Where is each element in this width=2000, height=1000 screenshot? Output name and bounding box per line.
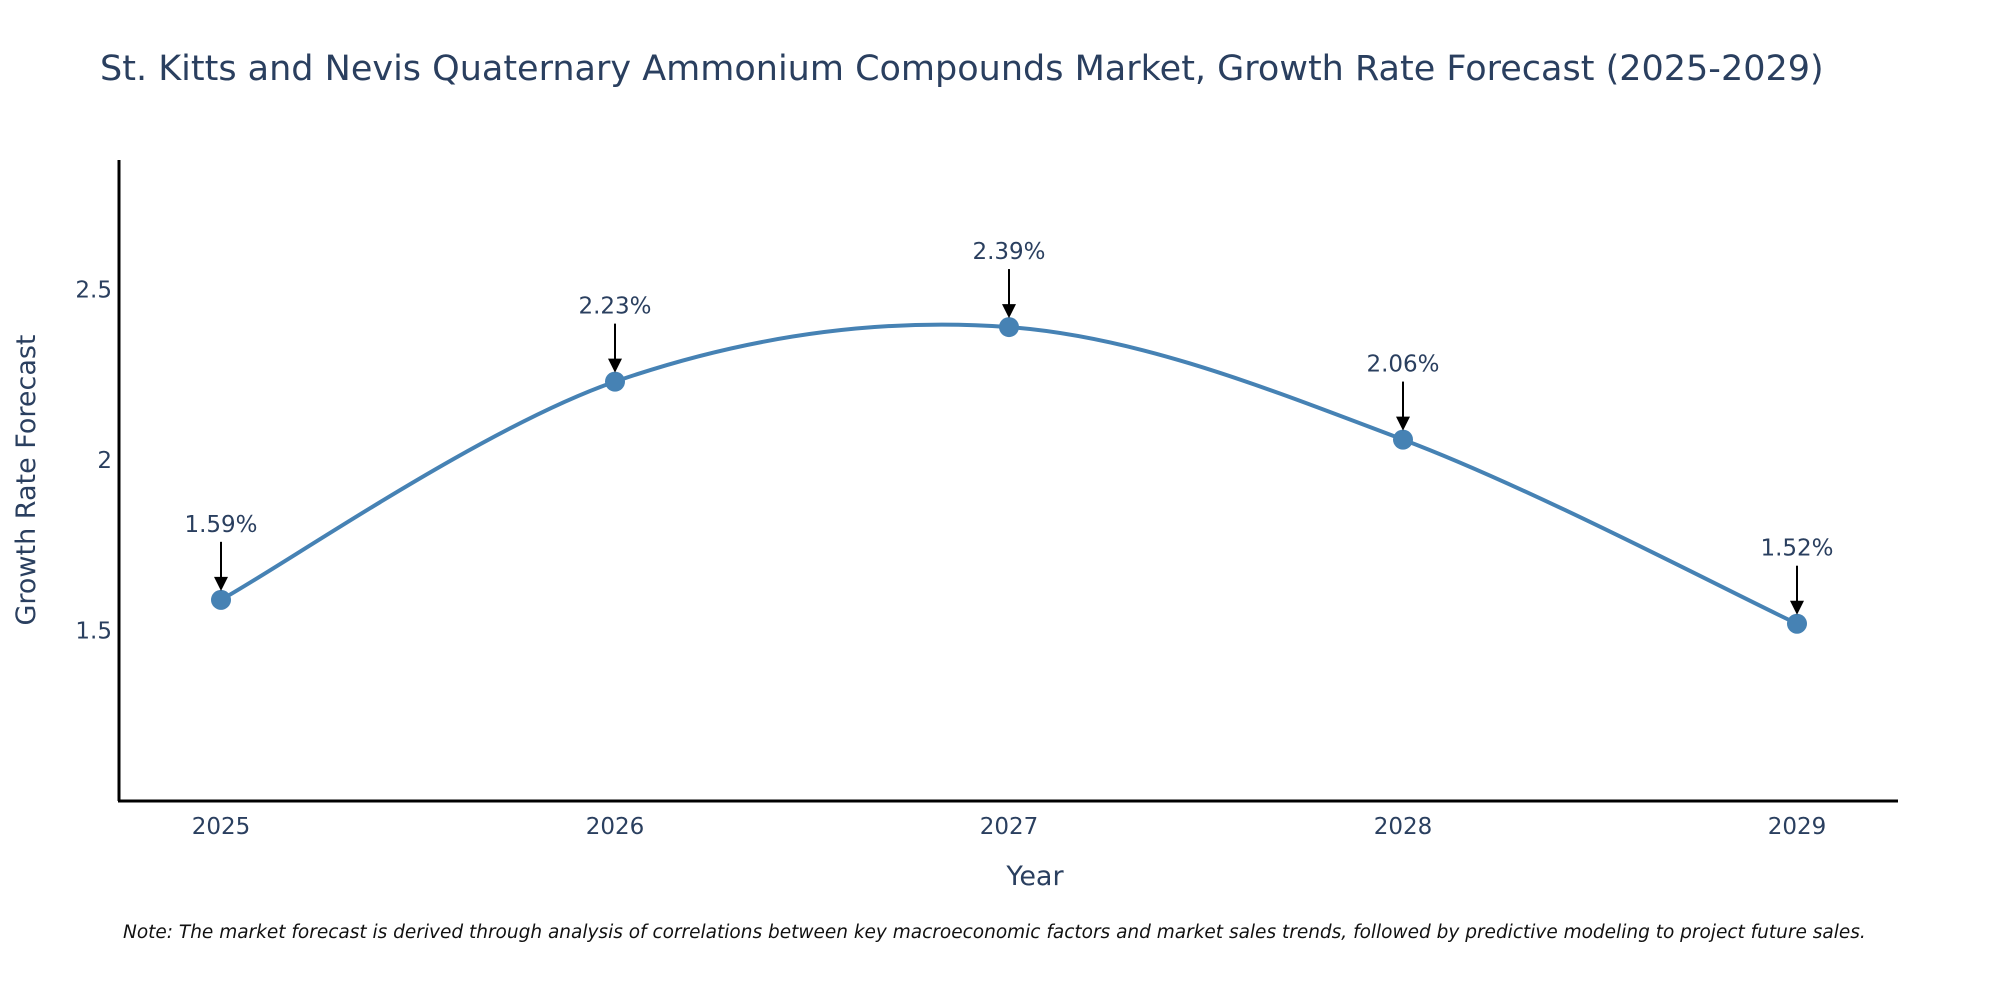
x-axis-title: Year — [1005, 861, 1064, 892]
x-tick-label: 2025 — [192, 814, 251, 840]
y-tick-label: 2.5 — [75, 278, 112, 304]
data-point — [1393, 429, 1413, 450]
forecast-note: Note: The market forecast is derived thr… — [123, 922, 1866, 943]
annotation-arrow-head — [1790, 600, 1804, 615]
x-tick-label: 2026 — [586, 814, 645, 840]
chart-title: St. Kitts and Nevis Quaternary Ammonium … — [100, 49, 1824, 89]
data-point — [999, 317, 1019, 338]
y-tick-label: 2 — [97, 448, 112, 474]
data-label: 2.39% — [972, 239, 1045, 265]
x-tick-label: 2027 — [980, 814, 1039, 840]
data-label: 1.52% — [1760, 536, 1833, 562]
plot-area: 1.5 2 2.5 2025 2026 2027 2028 2029 1.59% 2.23% 2.3… — [75, 160, 1898, 840]
data-label: 2.06% — [1366, 352, 1439, 378]
growth-rate-line — [219, 322, 1799, 626]
data-point — [1787, 613, 1807, 634]
data-label: 1.59% — [184, 512, 257, 538]
x-tick-label: 2028 — [1374, 814, 1433, 840]
annotation-arrow-head — [608, 358, 622, 373]
annotation-arrow-head — [214, 576, 228, 591]
data-point — [605, 371, 625, 392]
y-tick-label: 1.5 — [75, 619, 112, 645]
x-tick-label: 2029 — [1768, 814, 1827, 840]
data-point — [211, 589, 231, 610]
annotation-arrow-head — [1002, 304, 1016, 319]
annotation-arrow-head — [1396, 416, 1410, 431]
data-label: 2.23% — [578, 294, 651, 320]
y-axis-title: Growth Rate Forecast — [11, 334, 42, 625]
